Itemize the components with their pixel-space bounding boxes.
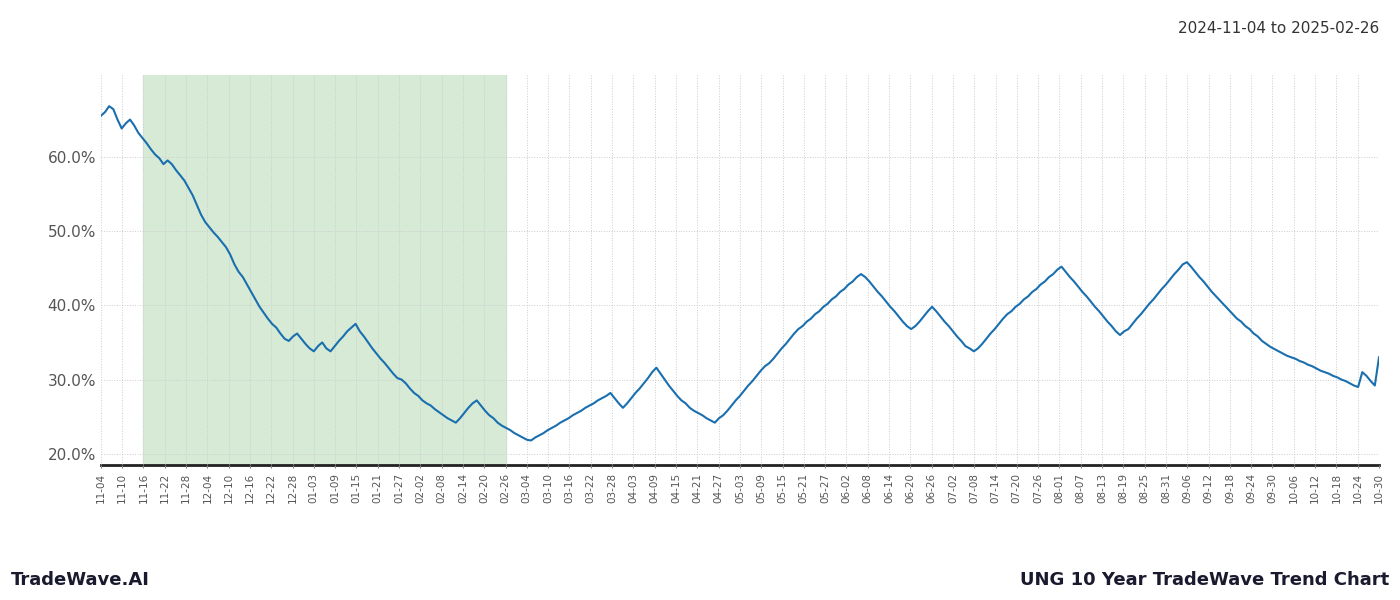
Text: 2024-11-04 to 2025-02-26: 2024-11-04 to 2025-02-26 [1177, 21, 1379, 36]
Text: TradeWave.AI: TradeWave.AI [11, 571, 150, 589]
Bar [143, 75, 505, 465]
Text: UNG 10 Year TradeWave Trend Chart: UNG 10 Year TradeWave Trend Chart [1019, 571, 1389, 589]
